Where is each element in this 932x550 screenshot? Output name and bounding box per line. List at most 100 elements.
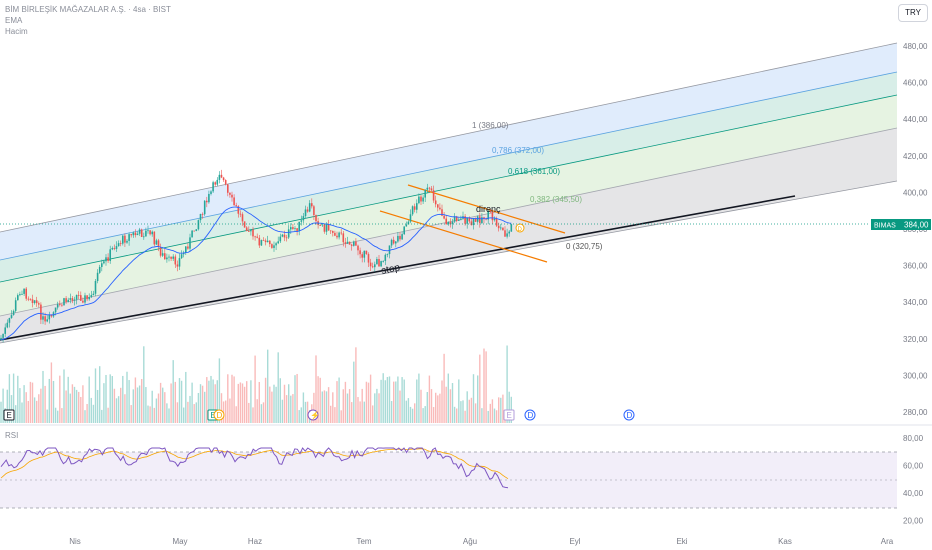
volume-bar xyxy=(109,374,111,423)
candle-body xyxy=(283,234,286,238)
volume-bar xyxy=(418,373,420,423)
rsi-title[interactable]: RSI xyxy=(5,431,19,440)
candle-body xyxy=(378,259,380,267)
volume-bar xyxy=(409,406,412,423)
price-tick-label: 340,00 xyxy=(903,298,928,307)
resistance-annotation[interactable]: direnç xyxy=(476,204,501,214)
candle-body xyxy=(157,240,160,247)
volume-bar xyxy=(453,406,456,423)
event-marker-dividend[interactable]: D xyxy=(623,409,635,421)
candle-body xyxy=(489,210,492,212)
events-row[interactable]: E E D ⚡ E D D xyxy=(3,409,635,421)
candle-body xyxy=(172,256,174,259)
stop-annotation[interactable]: stop xyxy=(380,262,401,277)
candle-body xyxy=(6,322,9,328)
candle-body xyxy=(279,236,282,242)
volume-bar xyxy=(120,387,122,423)
candle-body xyxy=(40,304,42,320)
candle-body xyxy=(447,221,450,225)
volume-bar xyxy=(138,385,141,423)
volume-bar xyxy=(437,395,439,423)
time-axis[interactable]: Nis May Haz Tem Ağu Eyl Eki Kas Ara xyxy=(69,537,894,546)
candle-body xyxy=(176,264,179,267)
candle-body xyxy=(298,221,300,232)
volume-bar xyxy=(285,395,288,423)
rsi-pane xyxy=(0,447,897,509)
volume-bar xyxy=(29,381,32,423)
volume-bar xyxy=(262,402,265,423)
event-marker-dividend[interactable]: D xyxy=(524,409,536,421)
candle-body xyxy=(350,244,353,246)
candle-body xyxy=(420,196,422,202)
volume-bar xyxy=(416,379,418,423)
candle-body xyxy=(19,294,21,296)
candle-body xyxy=(277,241,279,244)
volume-bar xyxy=(300,407,302,423)
candle-body xyxy=(145,230,147,237)
volume-bar xyxy=(252,407,254,423)
volume-bar xyxy=(250,380,252,423)
event-marker-earnings[interactable]: E xyxy=(3,409,15,421)
candle-body xyxy=(31,299,34,304)
volume-bar xyxy=(498,397,500,423)
volume-bar xyxy=(458,379,460,423)
volume-bar xyxy=(6,389,8,423)
candle-body xyxy=(481,217,483,224)
candle-body xyxy=(359,250,361,255)
volume-bar xyxy=(157,393,160,423)
volume-bar xyxy=(491,399,494,423)
volume-bar xyxy=(462,400,464,423)
volume-bar xyxy=(269,386,271,423)
candle-body xyxy=(185,246,187,253)
candle-body xyxy=(75,294,78,300)
candle-body xyxy=(44,316,46,322)
event-marker-split[interactable]: ⚡ xyxy=(307,409,320,421)
ema-indicator-label[interactable]: EMA xyxy=(5,16,23,25)
event-marker-dividend[interactable]: D xyxy=(213,409,225,421)
candle-body xyxy=(292,227,294,229)
candle-body xyxy=(439,207,441,210)
candle-body xyxy=(187,246,189,249)
volume-bar xyxy=(290,395,292,423)
currency-button[interactable]: TRY xyxy=(898,4,928,22)
volume-bar xyxy=(44,385,46,423)
candle-body xyxy=(199,213,202,221)
candle-body xyxy=(432,190,435,201)
symbol-title[interactable]: BİM BİRLEŞİK MAĞAZALAR A.Ş. · 4sa · BIST xyxy=(5,5,171,14)
candle-body xyxy=(258,237,261,246)
rsi-tick-label: 80,00 xyxy=(903,434,924,443)
volume-bar xyxy=(495,410,498,423)
volume-bar xyxy=(275,386,277,423)
candle-body xyxy=(4,327,6,334)
volume-bar xyxy=(441,380,443,423)
rsi-axis[interactable]: 80,00 60,00 40,00 20,00 xyxy=(903,434,924,526)
candle-body xyxy=(21,293,23,295)
event-marker-earnings[interactable]: E xyxy=(503,409,515,421)
volume-bar xyxy=(50,362,53,423)
candle-body xyxy=(193,230,195,232)
candle-body xyxy=(455,216,458,221)
candle-body xyxy=(82,300,84,303)
candle-body xyxy=(342,233,345,243)
volume-bar xyxy=(141,379,143,423)
volume-bar xyxy=(264,377,267,423)
candle-body xyxy=(168,256,170,258)
volume-bar xyxy=(54,407,57,423)
fib-label-618: 0,618 (361,00) xyxy=(508,167,560,176)
candle-body xyxy=(174,256,177,265)
candle-body xyxy=(403,226,405,235)
candle-body xyxy=(233,197,235,206)
volume-bar xyxy=(25,392,27,423)
volume-indicator-label[interactable]: Hacim xyxy=(5,27,28,36)
volume-bar xyxy=(447,373,449,423)
candle-body xyxy=(195,229,198,232)
candle-body xyxy=(294,228,296,230)
volume-bar xyxy=(23,385,25,423)
volume-bar xyxy=(201,385,204,423)
volume-bar xyxy=(500,397,502,423)
candle-body xyxy=(313,206,315,216)
candle-body xyxy=(208,193,210,203)
volume-bar xyxy=(479,354,481,423)
candle-body xyxy=(103,261,105,264)
